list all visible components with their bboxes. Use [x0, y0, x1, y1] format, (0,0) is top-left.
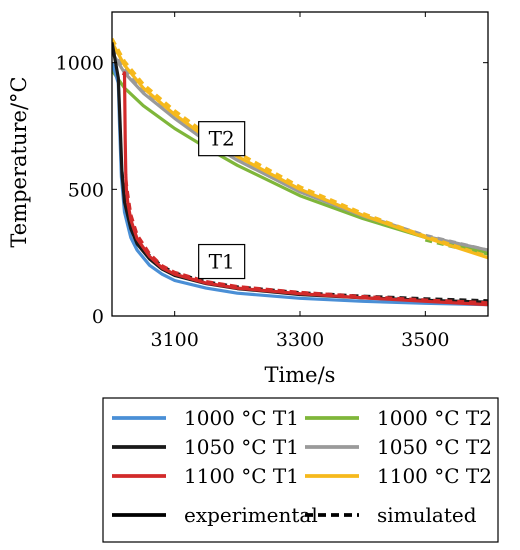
- series-line-1100-c-t1-solid-9: [121, 71, 488, 307]
- annotation-box-t2: [198, 121, 246, 157]
- legend-label-simulated: simulated: [377, 503, 477, 527]
- legend-label-1000-c-t1: 1000 °C T1: [184, 406, 299, 430]
- y-tick-label-1000: 1000: [56, 53, 104, 75]
- x-tick-label-3300: 3300: [276, 329, 324, 351]
- legend-label-1050-c-t2: 1050 °C T2: [377, 435, 492, 459]
- y-tick-label-0: 0: [92, 306, 104, 328]
- y-tick-label-500: 500: [68, 179, 104, 201]
- annotation-box-t1: [198, 243, 246, 280]
- annotation-label-t1: T1: [209, 250, 235, 274]
- x-tick-label-3500: 3500: [401, 329, 449, 351]
- series-line-1100-c-t1-dashed-10: [124, 179, 488, 305]
- legend-label-1100-c-t1: 1100 °C T1: [184, 464, 299, 488]
- x-axis-label: Time/s: [265, 363, 336, 387]
- legend-label-1000-c-t2: 1000 °C T2: [377, 406, 492, 430]
- legend: 1000 °C T1 1000 °C T2 1050 °C T1 1050 °C T2…: [102, 397, 499, 543]
- series-layer: [112, 37, 488, 307]
- series-line-1100-c-t2-dashed-5: [112, 37, 488, 259]
- x-tick-label-3100: 3100: [150, 329, 198, 351]
- y-axis-label: Temperature/°C: [7, 76, 31, 247]
- annotation-label-t2: T2: [209, 127, 235, 151]
- annotation-layer: T2 T1: [198, 121, 246, 280]
- legend-box: [102, 397, 499, 543]
- tick-layer: 3100 3300 3500 0 500 1000: [56, 12, 488, 351]
- legend-label-1050-c-t1: 1050 °C T1: [184, 435, 299, 459]
- legend-label-1100-c-t2: 1100 °C T2: [377, 464, 492, 488]
- legend-label-experimental: experimental: [184, 503, 318, 527]
